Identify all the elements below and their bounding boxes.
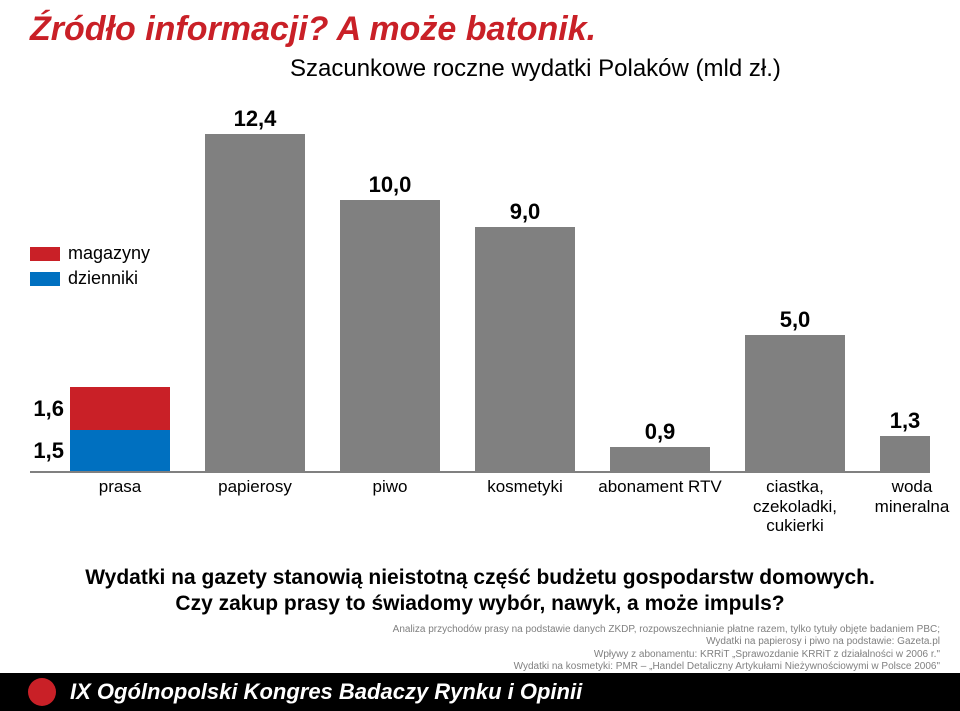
page-title: Źródło informacji? A może batonik. <box>0 0 960 49</box>
bar-segment: 1,5 <box>70 430 170 471</box>
category-label: prasa <box>70 477 170 497</box>
bar-segment: 0,9 <box>610 447 710 471</box>
bar-column: 10,0 <box>340 200 440 471</box>
source-line: Wydatki na papierosy i piwo na podstawie… <box>20 636 940 649</box>
bar-column: 5,0 <box>745 335 845 471</box>
source-line: Wpływy z abonamentu: KRRiT „Sprawozdanie… <box>20 649 940 662</box>
category-label: ciastka, czekoladki, cukierki <box>730 477 860 536</box>
bar-value-label: 1,6 <box>24 396 64 422</box>
chart-area: magazynydzienniki 1,61,512,410,09,00,95,… <box>30 93 930 513</box>
category-label: piwo <box>340 477 440 497</box>
footer-logo <box>28 678 56 706</box>
bar-column: 0,9 <box>610 447 710 471</box>
footer: IX Ogólnopolski Kongres Badaczy Rynku i … <box>0 673 960 711</box>
footer-text: IX Ogólnopolski Kongres Badaczy Rynku i … <box>70 679 582 705</box>
category-labels: prasa papierosy piwo kosmetykiabonament RTV… <box>30 477 930 517</box>
commentary-line2: Czy zakup prasy to świadomy wybór, nawyk… <box>40 591 920 617</box>
plot: 1,61,5 12,4 10,0 9,0 0,9 5,0 1,3 <box>30 93 930 473</box>
bar-segment: 12,4 <box>205 134 305 471</box>
chart-subtitle: Szacunkowe roczne wydatki Polaków (mld z… <box>0 55 960 83</box>
source-line: Wydatki na kosmetyki: PMR – „Handel Deta… <box>20 661 940 674</box>
bar-segment: 1,3 <box>880 436 930 471</box>
bar-column: 1,61,5 <box>70 387 170 471</box>
commentary-line1: Wydatki na gazety stanowią nieistotną cz… <box>40 565 920 591</box>
bar-value-label: 1,3 <box>880 408 930 434</box>
bar-segment: 5,0 <box>745 335 845 471</box>
category-label: papierosy <box>190 477 320 497</box>
bar-value-label: 9,0 <box>475 199 575 225</box>
bar-segment: 10,0 <box>340 200 440 471</box>
bar-value-label: 5,0 <box>745 307 845 333</box>
bar-segment: 1,6 <box>70 387 170 430</box>
commentary: Wydatki na gazety stanowią nieistotną cz… <box>40 565 920 618</box>
bar-column: 1,3 <box>880 436 930 471</box>
bar-column: 9,0 <box>475 227 575 471</box>
source-line: Analiza przychodów prasy na podstawie da… <box>20 624 940 637</box>
bar-value-label: 0,9 <box>610 419 710 445</box>
bar-value-label: 12,4 <box>205 106 305 132</box>
bar-segment: 9,0 <box>475 227 575 471</box>
category-label: kosmetyki <box>460 477 590 497</box>
category-label: abonament RTV <box>595 477 725 497</box>
bar-value-label: 10,0 <box>340 172 440 198</box>
category-label: woda mineralna <box>862 477 960 516</box>
bar-column: 12,4 <box>205 134 305 471</box>
bar-value-label: 1,5 <box>24 438 64 464</box>
